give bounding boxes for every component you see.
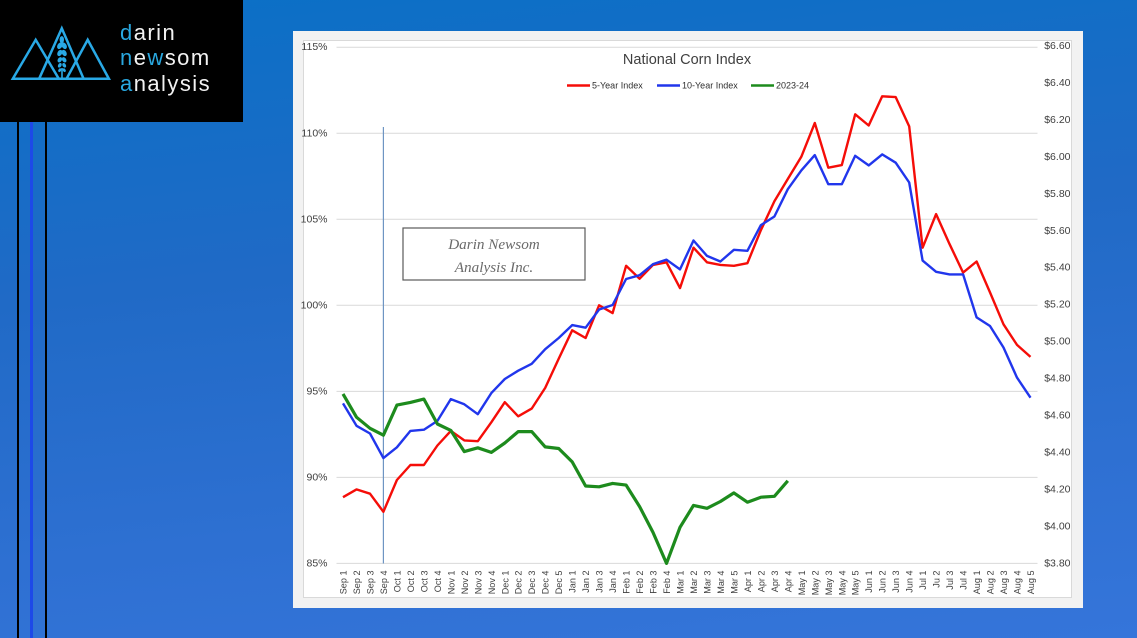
svg-text:90%: 90%: [306, 471, 327, 483]
svg-text:$5.40: $5.40: [1044, 262, 1070, 274]
svg-text:$4.80: $4.80: [1044, 373, 1070, 385]
svg-text:Aug 3: Aug 3: [999, 571, 1009, 595]
svg-text:Darin Newsom: Darin Newsom: [447, 236, 540, 253]
svg-text:Feb 2: Feb 2: [635, 571, 645, 594]
svg-text:10-Year Index: 10-Year Index: [682, 81, 738, 91]
svg-text:Jun 1: Jun 1: [864, 571, 874, 593]
svg-text:Jul 1: Jul 1: [918, 571, 928, 590]
svg-text:Jul 3: Jul 3: [945, 571, 955, 590]
svg-text:Oct 1: Oct 1: [392, 571, 402, 593]
svg-text:Sep 1: Sep 1: [339, 571, 349, 595]
svg-text:Mar 3: Mar 3: [703, 571, 713, 594]
svg-text:Dec 3: Dec 3: [527, 571, 537, 595]
svg-text:Aug 2: Aug 2: [986, 571, 996, 595]
svg-text:$5.80: $5.80: [1044, 188, 1070, 200]
svg-text:$3.80: $3.80: [1044, 558, 1070, 570]
svg-text:$5.60: $5.60: [1044, 225, 1070, 237]
svg-text:$5.20: $5.20: [1044, 299, 1070, 311]
svg-text:Nov 2: Nov 2: [460, 571, 470, 595]
svg-text:Jun 2: Jun 2: [878, 571, 888, 593]
svg-text:Sep 3: Sep 3: [366, 571, 376, 595]
svg-text:$5.00: $5.00: [1044, 336, 1070, 348]
svg-text:$6.00: $6.00: [1044, 151, 1070, 163]
svg-text:Apr 2: Apr 2: [756, 571, 766, 593]
svg-text:110%: 110%: [301, 127, 327, 139]
svg-text:5-Year Index: 5-Year Index: [592, 81, 643, 91]
svg-text:Apr 4: Apr 4: [783, 571, 793, 593]
svg-text:Sep 4: Sep 4: [379, 571, 389, 595]
svg-text:$4.40: $4.40: [1044, 447, 1070, 459]
svg-text:$4.00: $4.00: [1044, 521, 1070, 533]
svg-text:Dec 5: Dec 5: [554, 571, 564, 595]
svg-text:Ju 2: Ju 2: [932, 571, 942, 588]
svg-text:$6.20: $6.20: [1044, 114, 1070, 126]
svg-text:$4.20: $4.20: [1044, 484, 1070, 496]
svg-text:Sep 2: Sep 2: [352, 571, 362, 595]
svg-text:Aug 5: Aug 5: [1026, 571, 1036, 595]
svg-text:Dec 4: Dec 4: [541, 571, 551, 595]
svg-text:Jul 4: Jul 4: [959, 571, 969, 590]
svg-text:May 2: May 2: [810, 571, 820, 596]
svg-text:Mar 5: Mar 5: [729, 571, 739, 594]
svg-text:105%: 105%: [301, 213, 328, 225]
svg-text:Dec 1: Dec 1: [500, 571, 510, 595]
svg-text:Apr 3: Apr 3: [770, 571, 780, 593]
svg-text:Apr 1: Apr 1: [743, 571, 753, 593]
svg-text:Jan 3: Jan 3: [595, 571, 605, 593]
svg-text:Feb 3: Feb 3: [649, 571, 659, 594]
svg-text:May 4: May 4: [837, 571, 847, 596]
svg-text:Dec 2: Dec 2: [514, 571, 524, 595]
svg-text:Mar 4: Mar 4: [716, 571, 726, 594]
svg-text:Jan 1: Jan 1: [568, 571, 578, 593]
svg-text:85%: 85%: [306, 557, 327, 569]
svg-text:May 3: May 3: [824, 571, 834, 596]
svg-text:Feb 1: Feb 1: [622, 571, 632, 594]
svg-text:95%: 95%: [306, 385, 327, 397]
svg-text:May 5: May 5: [851, 571, 861, 596]
svg-text:Oct 4: Oct 4: [433, 571, 443, 593]
svg-text:National Corn Index: National Corn Index: [623, 52, 752, 68]
svg-text:Mar 1: Mar 1: [676, 571, 686, 594]
svg-text:115%: 115%: [301, 41, 327, 53]
svg-text:$4.60: $4.60: [1044, 410, 1070, 422]
svg-text:Jun 4: Jun 4: [905, 571, 915, 593]
svg-text:Nov 1: Nov 1: [446, 571, 456, 595]
svg-text:100%: 100%: [301, 299, 328, 311]
svg-text:Nov 3: Nov 3: [473, 571, 483, 595]
svg-text:Oct 2: Oct 2: [406, 571, 416, 593]
svg-text:$6.60: $6.60: [1044, 40, 1070, 52]
svg-text:Oct 3: Oct 3: [419, 571, 429, 593]
svg-text:Nov 4: Nov 4: [487, 571, 497, 595]
svg-text:Feb 4: Feb 4: [662, 571, 672, 594]
svg-text:2023-24: 2023-24: [776, 81, 809, 91]
svg-text:May 1: May 1: [797, 571, 807, 596]
svg-text:$6.40: $6.40: [1044, 77, 1070, 89]
svg-text:Aug 4: Aug 4: [1013, 571, 1023, 595]
svg-text:Mar 2: Mar 2: [689, 571, 699, 594]
svg-text:Jun 3: Jun 3: [891, 571, 901, 593]
svg-text:Aug 1: Aug 1: [972, 571, 982, 595]
svg-text:Jan 4: Jan 4: [608, 571, 618, 593]
svg-text:Analysis Inc.: Analysis Inc.: [454, 259, 533, 276]
svg-text:Jan 2: Jan 2: [581, 571, 591, 593]
